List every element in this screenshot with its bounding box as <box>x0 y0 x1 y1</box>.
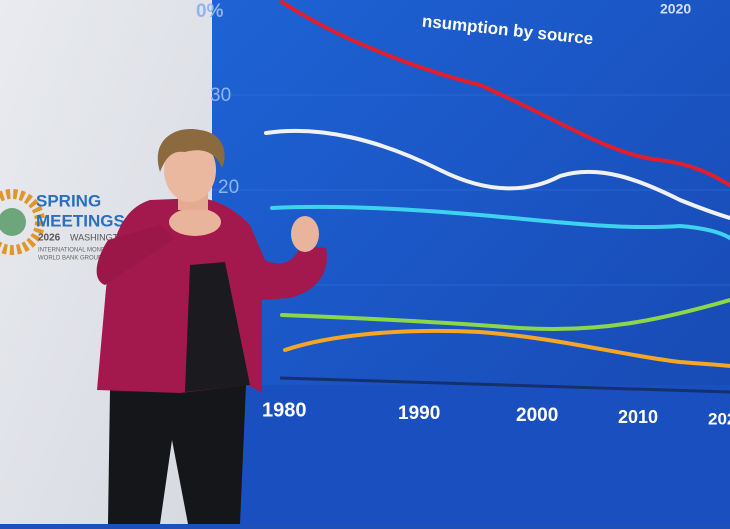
y-label: 30 <box>210 85 231 106</box>
x-axis <box>279 376 730 394</box>
presenter <box>96 129 327 524</box>
banner-city: WASHINGTON <box>70 232 132 242</box>
y-label: 20 <box>218 177 239 198</box>
x-label: 2000 <box>516 405 558 426</box>
x-label: 202 <box>708 409 730 428</box>
x-label: 2010 <box>618 407 658 427</box>
x-label: 1990 <box>398 403 440 424</box>
hand <box>169 208 221 236</box>
screen-lines <box>264 0 730 368</box>
banner-title: MEETINGS <box>36 211 125 230</box>
screen-lower <box>240 385 730 524</box>
banner-year: 2026 <box>38 233 61 244</box>
y-label: 0% <box>196 1 224 22</box>
red-line <box>280 0 730 187</box>
face <box>164 138 216 202</box>
hair <box>157 129 225 172</box>
cyan-line <box>270 204 730 240</box>
trousers <box>108 385 246 524</box>
banner-title: SPRING <box>36 191 101 210</box>
banner-org: INTERNATIONAL MONETARY <box>38 248 120 254</box>
banner-org: WORLD BANK GROUP <box>38 256 102 262</box>
hand <box>291 216 319 252</box>
white-line <box>264 128 730 220</box>
top <box>185 262 250 392</box>
green-line <box>280 298 730 332</box>
x-label: 1980 <box>262 399 307 421</box>
arm <box>96 225 175 285</box>
orange-line <box>283 328 730 368</box>
corner-year: 2020 <box>660 1 691 17</box>
logo <box>0 189 45 255</box>
logo-core <box>0 208 26 236</box>
